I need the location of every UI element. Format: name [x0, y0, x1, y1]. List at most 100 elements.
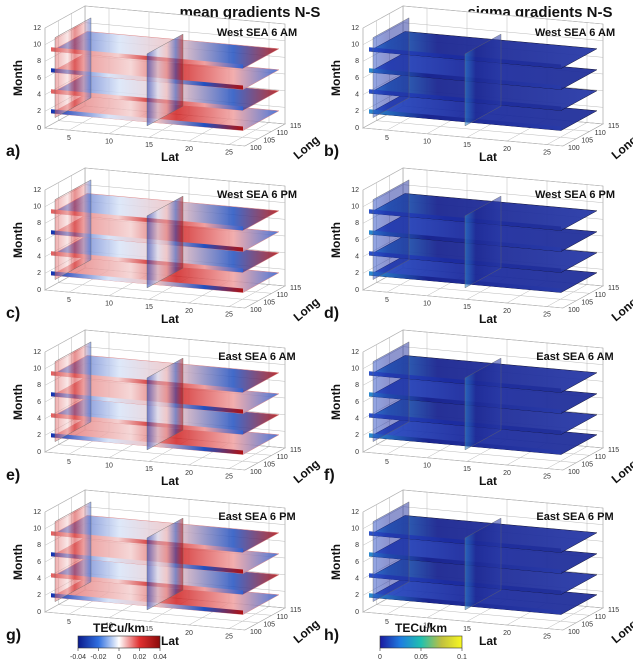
long-tick-label: 110 — [595, 130, 606, 137]
month-tick-label: 2 — [37, 270, 41, 277]
month-tick-label: 6 — [355, 559, 359, 566]
long-tick-label: 105 — [581, 462, 593, 469]
axis-title: Month — [11, 60, 25, 96]
lat-tick-label: 25 — [225, 473, 233, 480]
lat-tick-label: 20 — [185, 146, 193, 153]
lat-tick-label: 20 — [503, 146, 511, 153]
panel-label: d) — [324, 305, 339, 322]
slice — [146, 33, 184, 127]
axis-title: Month — [329, 544, 343, 580]
panel-title: West SEA 6 AM — [217, 27, 297, 39]
month-tick-label: 6 — [355, 237, 359, 244]
long-tick-label: 100 — [250, 307, 262, 314]
panel-title: East SEA 6 AM — [218, 351, 295, 363]
long-tick-label: 110 — [595, 614, 606, 621]
long-tick-label: 105 — [581, 300, 593, 307]
long-tick-label: 100 — [250, 145, 262, 152]
long-tick-label: 115 — [608, 285, 619, 292]
month-tick-label: 10 — [351, 366, 359, 373]
panel-label: e) — [6, 467, 20, 484]
month-tick-label: 6 — [355, 399, 359, 406]
month-tick-label: 0 — [355, 609, 359, 616]
colorbar-title: TECu/km — [395, 621, 447, 635]
month-tick-label: 12 — [33, 187, 41, 194]
panel-label: h) — [324, 627, 339, 644]
lat-tick-label: 20 — [185, 630, 193, 637]
long-tick-label: 100 — [568, 469, 580, 476]
lat-tick-label: 5 — [385, 135, 389, 142]
panel-label: g) — [6, 627, 21, 644]
lat-tick-label: 20 — [503, 308, 511, 315]
colorbar — [77, 635, 161, 649]
slice — [146, 357, 184, 451]
slice — [372, 341, 410, 442]
long-tick-label: 105 — [263, 462, 275, 469]
grid-line — [44, 190, 246, 309]
month-tick-label: 4 — [37, 416, 41, 423]
long-tick-label: 110 — [277, 614, 288, 621]
month-tick-label: 0 — [355, 287, 359, 294]
lat-tick-label: 10 — [105, 463, 113, 470]
colorbar — [379, 635, 463, 649]
axis-title: Long — [291, 133, 322, 163]
month-tick-label: 2 — [37, 592, 41, 599]
axis-title: Lat — [161, 312, 179, 326]
column-header: mean gradients N-S — [180, 4, 321, 21]
month-tick-label: 8 — [355, 382, 359, 389]
colorbar-tick-label: 0 — [378, 654, 382, 661]
month-tick-label: 4 — [355, 254, 359, 261]
month-tick-label: 4 — [37, 254, 41, 261]
month-tick-label: 8 — [355, 542, 359, 549]
axis-title: Long — [291, 617, 322, 647]
long-tick-label: 100 — [250, 469, 262, 476]
axis-title: Lat — [161, 474, 179, 488]
axis-title: Lat — [161, 150, 179, 164]
lat-tick-label: 15 — [145, 142, 153, 149]
axis-title: Lat — [479, 474, 497, 488]
lat-tick-label: 15 — [463, 304, 471, 311]
lat-tick-label: 15 — [463, 142, 471, 149]
lat-tick-label: 5 — [385, 619, 389, 626]
month-tick-label: 10 — [351, 526, 359, 533]
month-tick-label: 8 — [37, 220, 41, 227]
lat-tick-label: 25 — [225, 311, 233, 318]
month-tick-label: 2 — [355, 592, 359, 599]
slice — [372, 179, 410, 280]
slice — [146, 517, 184, 611]
axis-title: Long — [291, 295, 322, 325]
month-tick-label: 8 — [37, 58, 41, 65]
month-tick-label: 6 — [355, 75, 359, 82]
lat-tick-label: 25 — [225, 633, 233, 640]
month-tick-label: 4 — [355, 92, 359, 99]
slice — [372, 501, 410, 602]
panel-title: West SEA 6 AM — [535, 27, 615, 39]
slice — [54, 501, 92, 602]
month-tick-label: 0 — [355, 125, 359, 132]
lat-tick-label: 20 — [185, 470, 193, 477]
month-tick-label: 10 — [33, 526, 41, 533]
month-tick-label: 6 — [37, 559, 41, 566]
long-tick-label: 115 — [608, 123, 619, 130]
slice — [464, 195, 502, 289]
lat-tick-label: 5 — [67, 459, 71, 466]
long-tick-label: 115 — [290, 285, 301, 292]
month-tick-label: 12 — [33, 349, 41, 356]
grid-line — [44, 28, 246, 147]
grid-line — [44, 512, 246, 631]
grid-line — [362, 28, 564, 147]
axis-title: Long — [291, 457, 322, 487]
slice — [54, 17, 92, 118]
colorbar-tick-label: 0.1 — [457, 654, 467, 661]
long-tick-label: 100 — [250, 629, 262, 636]
slice — [54, 341, 92, 442]
month-tick-label: 12 — [33, 25, 41, 32]
month-tick-label: 6 — [37, 237, 41, 244]
month-tick-label: 2 — [37, 108, 41, 115]
lat-tick-label: 10 — [423, 301, 431, 308]
colorbar-tick-label: 0.02 — [133, 654, 147, 661]
long-tick-label: 110 — [595, 454, 606, 461]
